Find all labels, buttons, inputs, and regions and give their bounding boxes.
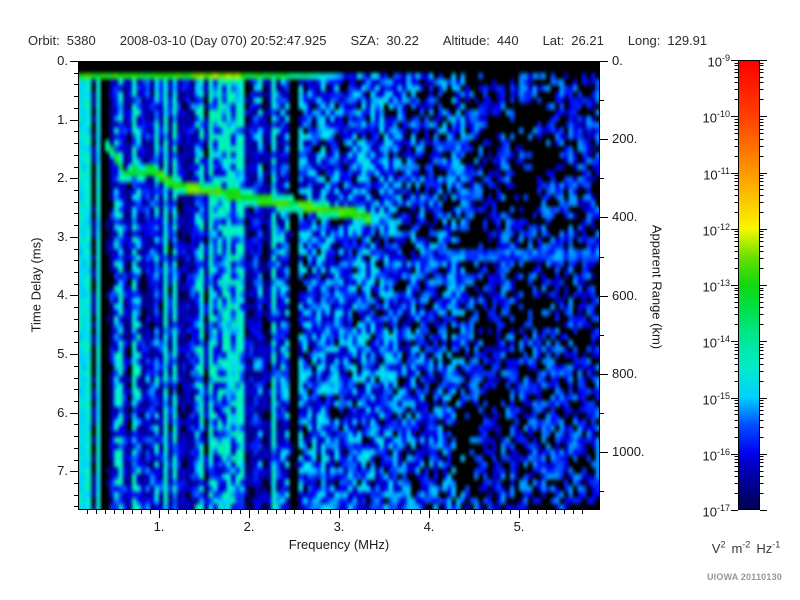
orbit-label: Orbit: [28,33,60,48]
unit-part: Hz-1 [756,540,781,557]
unit-part: m-2 [731,540,751,557]
x-tick-label: 1. [153,519,165,534]
unit-exponent: 2 [720,540,726,550]
unit-part: V2 [711,540,726,557]
colorbar-tick-label: 10-10 [702,109,730,126]
colorbar-tick-label: 10-14 [702,334,730,351]
header-item-lat: Lat: 26.21 [543,33,604,48]
colorbar-gradient [738,60,760,510]
header-item-sza: SZA: 30.22 [350,33,418,48]
y-left-tick-label: 0. [57,53,68,68]
header-item-altitude: Altitude: 440 [443,33,519,48]
x-tick-label: 5. [513,519,525,534]
header-item-long: Long: 129.91 [628,33,707,48]
long-value: 129.91 [667,33,708,48]
header-item-orbit: Orbit: 5380 [28,33,96,48]
colorbar-tick-label: 10-11 [703,165,730,182]
x-tick-label: 2. [243,519,255,534]
credit-text: UIOWA 20110130 [706,572,782,582]
altitude-label: Altitude: [442,33,490,48]
sza-label: SZA: [350,33,380,48]
y-right-tick-label: 0. [612,53,623,68]
y-right-tick-label: 400. [612,209,638,225]
colorbar-tick-label: 10-13 [702,278,730,295]
colorbar-exponent: -12 [716,221,730,232]
y-right-tick-label: 800. [612,365,638,381]
colorbar-exponent: -16 [716,446,730,457]
colorbar-exponent: -17 [716,503,730,513]
colorbar-tick-label: 10-9 [707,53,730,70]
y-left-tick-label: 6. [57,404,68,420]
colorbar-exponent: -10 [716,109,730,120]
colorbar-exponent: -14 [716,334,730,345]
long-label: Long: [627,33,661,48]
spectrogram-canvas [78,61,600,510]
colorbar-exponent: -11 [717,165,730,176]
x-tick-label: 3. [333,519,345,534]
datetime-value: 2008-03-10 (Day 070) 20:52:47.925 [119,33,327,48]
x-tick-label: 4. [423,519,435,534]
header-bar: Orbit: 5380 2008-03-10 (Day 070) 20:52:4… [28,33,707,48]
y-right-tick-label: 600. [612,287,638,303]
colorbar-tick-label: 10-16 [702,446,730,464]
y-right-tick-label: 1000. [612,444,645,460]
colorbar-exponent: -15 [716,390,730,401]
colorbar-unit-label: V2 m-2 Hz-1 [694,540,800,556]
y-left-tick-label: 4. [57,287,68,303]
altitude-value: 440 [496,33,519,48]
y-left-tick-label: 7. [57,463,68,479]
unit-exponent: -1 [772,540,781,550]
colorbar-exponent: -13 [716,278,730,288]
unit-exponent: -2 [742,540,751,550]
orbit-value: 5380 [66,33,96,48]
y-left-tick-label: 3. [57,228,68,244]
colorbar-exponent: -9 [721,53,730,63]
y-left-tick-label: 2. [57,170,68,186]
y-left-tick-label: 5. [57,346,68,362]
y-left-tick-label: 1. [57,111,68,127]
y-axis-title-left: Time Delay (ms) [28,237,44,333]
lat-value: 26.21 [571,33,604,48]
header-item-datetime: 2008-03-10 (Day 070) 20:52:47.925 [120,33,327,48]
lat-label: Lat: [542,33,565,48]
y-right-tick-label: 200. [612,131,638,147]
sza-value: 30.22 [386,33,419,48]
colorbar-tick-label: 10-17 [702,503,730,520]
colorbar-tick-label: 10-12 [702,221,730,239]
colorbar-tick-label: 10-15 [702,390,730,407]
x-axis-title: Frequency (MHz) [288,537,390,552]
y-axis-title-right: Apparent Range (km) [649,224,665,350]
